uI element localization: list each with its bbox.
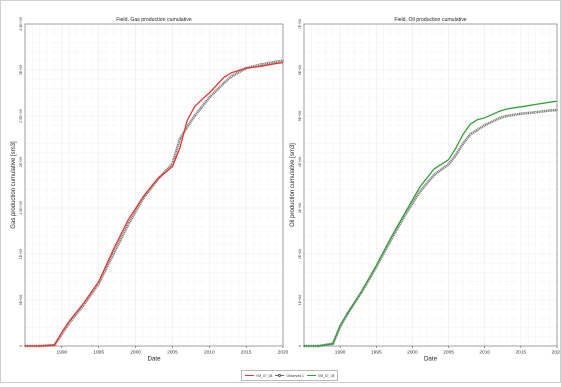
- chart2-x-tick-2015: 2015: [516, 350, 527, 356]
- chart1-y-axis-label: Gas production cumulative [sm3]: [11, 141, 17, 229]
- chart2-observed-point-19: [519, 112, 523, 115]
- chart2-x-tick-2010: 2010: [479, 350, 490, 356]
- chart1-observed-point-18: [230, 75, 233, 78]
- chart1-observed-point-13: [186, 125, 189, 129]
- legend-swatch-oil-sim: [306, 375, 316, 377]
- chart2-observed-point-15: [476, 128, 479, 131]
- chart2-title: Field. Oil production cumulative: [394, 17, 466, 23]
- chart1-observed-point-17: [222, 81, 226, 85]
- chart1-x-tick-2010: 2010: [204, 350, 215, 356]
- chart2-observed-point-9: [418, 190, 421, 194]
- chart2-observed-point-22: [555, 108, 559, 112]
- chart2-observed-point-21: [548, 109, 551, 112]
- legend-swatch-gas-sim: [245, 375, 254, 377]
- chart2-x-tick-1990: 1990: [335, 350, 346, 356]
- chart2-observed-point-20: [534, 111, 537, 114]
- chart1-observed-point-8: [127, 223, 130, 226]
- chart2-x-axis-label: Date: [424, 356, 438, 363]
- legend-label-observed: Observed 1: [286, 373, 304, 378]
- chart2-observed-point-18: [505, 114, 508, 118]
- legend-label-gas-sim: VM_07_08: [256, 373, 273, 378]
- legend-label-oil-sim: VM_07_08: [317, 373, 335, 378]
- chart2-observed-point-10: [432, 173, 436, 177]
- chart2-x-tick-2005: 2005: [443, 350, 454, 356]
- chart1-x-tick-2000: 2000: [130, 350, 141, 356]
- chart2-observed-point-14: [469, 133, 472, 136]
- chart1-observed-point-20: [259, 63, 263, 66]
- chart1-observed-point-22: [281, 59, 285, 62]
- chart1-y-tick-7: 3.5E+09: [19, 17, 23, 31]
- chart1-y-tick-5: 2.5E+09: [19, 109, 23, 123]
- chart1-title: Field. Gas production cumulative: [116, 17, 192, 23]
- chart2-observed-point-16: [483, 124, 486, 127]
- chart1-y-tick-4: 2E+09: [19, 157, 23, 168]
- chart2-x-tick-1995: 1995: [371, 350, 382, 356]
- chart1-series-observed-line: [25, 59, 284, 348]
- chart1-observed-point-21: [274, 60, 277, 63]
- chart2-plot-frame: [303, 23, 558, 347]
- chart1-x-axis-label: Date: [147, 356, 161, 363]
- chart1-x-tick-1990: 1990: [57, 350, 68, 356]
- chart2-observed-point-11: [447, 163, 450, 166]
- chart2-observed-point-17: [498, 117, 501, 120]
- chart1-y-tick-3: 1.5E+09: [19, 201, 23, 215]
- chart2-x-tick-2020: 2020: [552, 350, 560, 356]
- chart2-series-observed-line: [304, 108, 558, 348]
- chart1-plot-frame: [24, 23, 284, 347]
- chart1-series-simulated-line: [25, 61, 284, 347]
- chart2-x-tick-2000: 2000: [407, 350, 418, 356]
- legend-marker-observed: [278, 374, 282, 377]
- chart2-y-tick-1: 1E+06: [298, 295, 302, 306]
- legend-item-oil-sim: VM_07_08: [306, 373, 335, 378]
- chart2-y-tick-3: 3E+06: [298, 203, 302, 214]
- chart1-y-tick-6: 3E+09: [19, 65, 23, 76]
- chart1-x-tick-2005: 2005: [167, 350, 178, 356]
- chart2-y-tick-6: 6E+06: [298, 65, 302, 76]
- chart1-x-tick-2015: 2015: [241, 350, 252, 356]
- chart1-x-tick-2020: 2020: [278, 350, 289, 356]
- chart2-y-tick-0: 0: [298, 345, 302, 347]
- chart2-observed-point-12: [454, 153, 457, 157]
- chart1-observed-point-15: [200, 105, 204, 108]
- legend-item-observed: Observed 1: [275, 374, 304, 378]
- chart1-y-tick-2: 1E+09: [19, 249, 23, 260]
- chart2-observed-point-13: [461, 142, 465, 145]
- chart1-observed-point-14: [193, 114, 196, 118]
- chart1-observed-point-16: [208, 96, 211, 99]
- chart2-y-tick-7: 7E+06: [298, 19, 302, 30]
- chart1-y-tick-0: 0: [19, 345, 23, 347]
- chart2-y-axis-label: Oil production cumulative [sm3]: [290, 143, 296, 227]
- chart2-y-tick-4: 4E+06: [298, 157, 302, 168]
- legend: VM_07_08 Observed 1 VM_07_08: [241, 370, 339, 381]
- chart2-y-tick-5: 5E+06: [298, 111, 302, 122]
- chart2-y-tick-2: 2E+06: [298, 249, 302, 260]
- legend-item-gas-sim: VM_07_08: [245, 374, 272, 378]
- chart2-series-simulated-line: [304, 100, 558, 347]
- chart1-observed-point-12: [178, 137, 181, 141]
- chart1-observed-point-7: [112, 252, 115, 256]
- chart1-y-tick-1: 5E+08: [19, 295, 23, 306]
- chart1-x-tick-1995: 1995: [93, 350, 104, 356]
